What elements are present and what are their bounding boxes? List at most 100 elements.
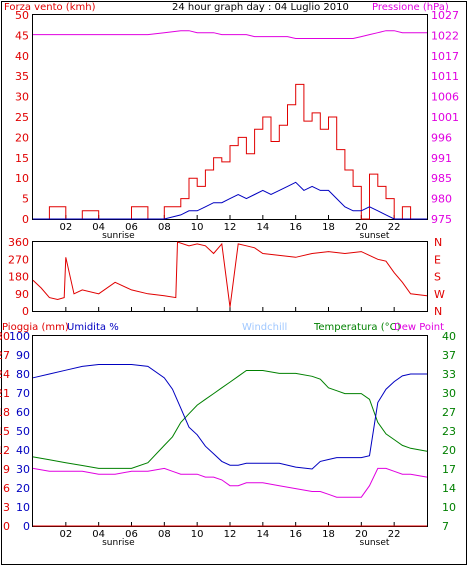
- wind-speed-tick: 5: [22, 193, 29, 206]
- rain-tick: 18: [0, 406, 10, 419]
- sunrise-label: sunrise: [102, 231, 135, 241]
- x-tick-label: 08: [158, 222, 171, 233]
- x-tick-label: 04: [92, 222, 105, 233]
- wind-speed-axis-title: Forza vento (kmh): [4, 2, 96, 13]
- temperature-tick: 33: [442, 368, 456, 381]
- pressure-tick: 1022: [431, 29, 459, 42]
- sunset-label: sunset: [360, 231, 390, 241]
- temperature-tick: 27: [442, 406, 456, 419]
- wind-speed-tick: 45: [15, 29, 29, 42]
- humidity-line: [32, 364, 427, 470]
- wind-direction-tick: 180: [8, 271, 29, 284]
- compass-tick: N: [434, 236, 442, 249]
- pressure-tick: 1006: [431, 91, 459, 104]
- sunset-label: sunset: [360, 538, 390, 548]
- wind-direction-tick: 90: [15, 288, 29, 301]
- x-tick-label: 06: [125, 222, 138, 233]
- x-tick-label: 18: [322, 222, 335, 233]
- humidity-tick: 90: [16, 349, 30, 362]
- temperature-tick: 40: [442, 330, 456, 343]
- humidity-tick: 100: [9, 330, 30, 343]
- x-tick-label: 16: [289, 222, 302, 233]
- x-tick-label: 14: [256, 222, 269, 233]
- x-tick-label: 20: [355, 222, 368, 233]
- humidity-tick: 0: [23, 520, 30, 533]
- sunrise-label: sunrise: [102, 538, 135, 548]
- rain-tick: 12: [0, 444, 10, 457]
- pressure-tick: 1017: [431, 50, 459, 63]
- humidity-tick: 30: [16, 463, 30, 476]
- rain-tick: 3: [3, 501, 10, 514]
- wind-pressure-panel: [32, 14, 428, 220]
- wind-direction-tick: 360: [8, 236, 29, 249]
- humidity-tick: 50: [16, 425, 30, 438]
- temperature-tick: 20: [442, 444, 456, 457]
- wind-speed-tick: 30: [15, 91, 29, 104]
- x-tick-label: 12: [224, 529, 237, 540]
- humidity-tick: 40: [16, 444, 30, 457]
- temperature-tick: 23: [442, 425, 456, 438]
- rain-tick: 30: [0, 330, 10, 343]
- x-tick-label: 06: [125, 529, 138, 540]
- wind-speed-tick: 0: [22, 213, 29, 226]
- pressure-axis-title: Pressione (hPa): [372, 2, 449, 13]
- temperature-tick: 14: [442, 482, 456, 495]
- pressure-tick: 985: [431, 172, 452, 185]
- compass-tick: N: [434, 305, 442, 318]
- x-tick-label: 04: [92, 529, 105, 540]
- temperature-tick: 30: [442, 387, 456, 400]
- pressure-tick: 1001: [431, 111, 459, 124]
- wind-speed-tick: 25: [15, 111, 29, 124]
- x-tick-label: 18: [322, 529, 335, 540]
- temperature-tick: 17: [442, 463, 456, 476]
- legend-rain: Pioggia (mm): [2, 322, 69, 333]
- legend-humidity: Umidita %: [67, 322, 119, 333]
- pressure-line: [33, 30, 427, 39]
- wind-direction-line: [32, 241, 428, 308]
- humidity-tick: 80: [16, 368, 30, 381]
- wind-speed-tick: 20: [15, 131, 29, 144]
- dew-point-line: [32, 467, 428, 498]
- x-tick-label: 02: [59, 222, 72, 233]
- temp-humidity-panel: [32, 335, 428, 527]
- pressure-tick: 975: [431, 213, 452, 226]
- pressure-tick: 1011: [431, 70, 459, 83]
- humidity-tick: 70: [16, 387, 30, 400]
- x-tick-label: 08: [158, 529, 171, 540]
- humidity-tick: 60: [16, 406, 30, 419]
- rain-tick: 6: [3, 482, 10, 495]
- x-tick-label: 02: [59, 529, 72, 540]
- wind-speed-tick: 50: [15, 9, 29, 22]
- rain-tick: 24: [0, 368, 10, 381]
- rain-tick: 15: [0, 425, 10, 438]
- rain-tick: 21: [0, 387, 10, 400]
- wind-average-line: [33, 181, 427, 220]
- x-tick-label: 10: [191, 529, 204, 540]
- compass-tick: S: [434, 271, 441, 284]
- x-tick-label: 12: [224, 222, 237, 233]
- x-tick-label: 14: [256, 529, 269, 540]
- humidity-tick: 20: [16, 482, 30, 495]
- wind-speed-tick: 15: [15, 152, 29, 165]
- legend-windchill: Windchill: [242, 322, 287, 333]
- x-tick-label: 10: [191, 222, 204, 233]
- pressure-tick: 991: [431, 152, 452, 165]
- wind-direction-panel: [32, 241, 428, 312]
- compass-tick: W: [434, 288, 445, 301]
- pressure-tick: 980: [431, 193, 452, 206]
- wind-speed-tick: 40: [15, 50, 29, 63]
- compass-tick: E: [434, 253, 441, 266]
- temperature-tick: 10: [442, 501, 456, 514]
- temperature-line: [32, 370, 428, 469]
- wind-speed-tick: 35: [15, 70, 29, 83]
- chart-title: 24 hour graph day : 04 Luglio 2010: [172, 2, 349, 13]
- temperature-tick: 37: [442, 349, 456, 362]
- rain-tick: 0: [3, 520, 10, 533]
- wind-speed-tick: 10: [15, 172, 29, 185]
- rain-tick: 27: [0, 349, 10, 362]
- wind-gust-line: [33, 83, 427, 220]
- pressure-tick: 996: [431, 131, 452, 144]
- legend-temperature: Temperatura (°C): [313, 322, 401, 333]
